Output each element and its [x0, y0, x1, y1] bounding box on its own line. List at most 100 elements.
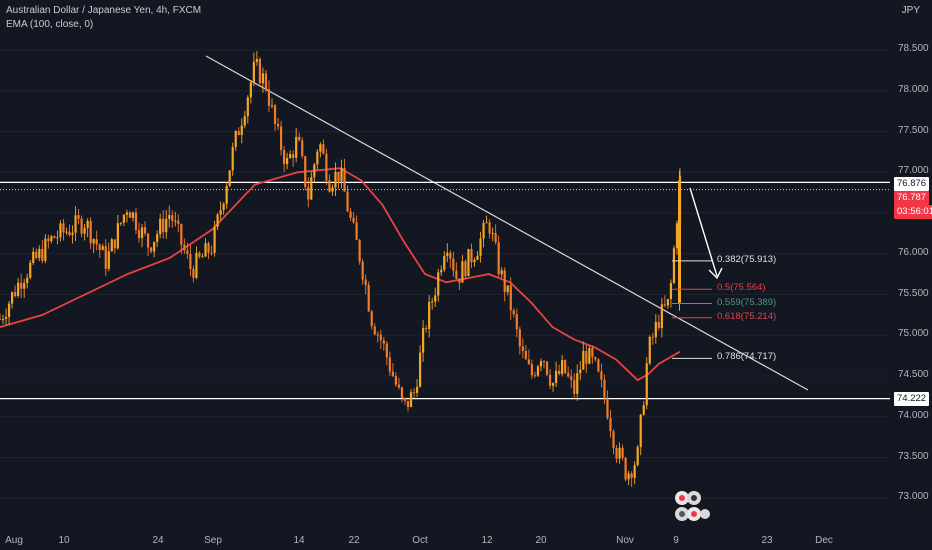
candle-body	[264, 73, 268, 90]
candle-body	[476, 255, 479, 260]
candle-body	[482, 222, 485, 239]
candle-body	[585, 351, 588, 364]
candle-body	[258, 59, 262, 84]
candle-body	[573, 379, 576, 394]
candle-body	[177, 220, 180, 225]
candle-body	[633, 465, 636, 478]
candle-body	[104, 246, 107, 269]
ema-line	[0, 167, 681, 382]
candle-body	[325, 153, 328, 181]
candle-body	[59, 223, 62, 238]
candle-body	[485, 222, 488, 224]
candle-body	[506, 285, 509, 293]
candle-body	[570, 376, 573, 380]
price-tick-label: 75.500	[898, 287, 929, 299]
candle-body	[50, 236, 53, 242]
candle-body	[140, 227, 144, 239]
candle-body	[62, 223, 65, 233]
resistance-price-tag: 76.876	[894, 177, 930, 191]
candle-body	[80, 218, 83, 234]
candle-body	[174, 220, 177, 222]
candle-body	[38, 248, 41, 258]
candle-body	[231, 147, 234, 171]
candle-body	[503, 270, 506, 293]
candle-body	[44, 238, 47, 261]
candle-body	[355, 222, 358, 241]
candle-body	[20, 282, 23, 289]
candle-body	[675, 223, 679, 249]
candle-body	[651, 336, 654, 338]
candle-body	[331, 187, 334, 192]
candle-body	[536, 366, 540, 376]
indicator-label[interactable]: EMA (100, close, 0)	[6, 19, 94, 30]
candle-body	[0, 318, 2, 320]
candle-body	[198, 252, 201, 257]
candle-body	[624, 457, 627, 480]
candle-body	[41, 248, 44, 261]
candle-body	[252, 61, 255, 83]
last-price-tag: 76.787	[894, 191, 930, 205]
candle-body	[379, 334, 382, 341]
fib-level-label: 0.786(74.717)	[717, 351, 777, 363]
time-tick-label: Aug	[5, 535, 23, 546]
price-tick-label: 77.000	[898, 165, 929, 177]
candles	[0, 51, 682, 488]
candle-body	[588, 348, 591, 364]
candle-body	[340, 167, 343, 182]
time-tick-label: 10	[58, 535, 70, 546]
candle-body	[292, 154, 295, 158]
candle-body	[74, 215, 77, 233]
candle-body	[156, 234, 159, 242]
candle-body	[458, 278, 461, 283]
candle-body	[14, 292, 17, 297]
arrow-head	[708, 267, 723, 280]
candle-body	[334, 171, 337, 188]
price-tick-label: 74.000	[898, 409, 929, 421]
candle-body	[530, 364, 534, 376]
candle-body	[53, 236, 56, 238]
candle-body	[289, 154, 292, 159]
candle-body	[47, 238, 50, 242]
candle-body	[276, 123, 280, 127]
candle-body	[615, 448, 618, 459]
candle-body	[68, 231, 71, 236]
candle-body	[119, 222, 122, 224]
candle-body	[267, 89, 271, 106]
candle-body	[533, 375, 537, 377]
candle-body	[497, 242, 500, 275]
candle-body	[4, 316, 8, 319]
candle-body	[558, 370, 561, 374]
candle-body	[207, 243, 210, 253]
candle-body	[373, 326, 376, 335]
candle-body	[666, 299, 670, 306]
event-badges-icon[interactable]	[672, 488, 712, 524]
candle-body	[183, 244, 186, 251]
projection-arrow	[689, 187, 723, 280]
candle-body	[418, 352, 422, 387]
price-tick-label: 74.500	[898, 369, 929, 380]
candle-body	[234, 131, 237, 148]
candle-body	[29, 262, 32, 278]
candle-body	[425, 328, 428, 330]
countdown-tag: 03:56:01	[894, 205, 932, 219]
candle-body	[660, 304, 663, 328]
candle-body	[470, 249, 473, 263]
time-tick-label: 12	[481, 535, 493, 546]
time-tick-label: Nov	[616, 535, 634, 546]
candle-body	[116, 223, 119, 249]
candle-body	[479, 238, 482, 256]
candle-body	[636, 447, 639, 466]
fib-level-label: 0.5(75.564)	[717, 282, 766, 294]
price-tick-label: 73.000	[898, 491, 929, 503]
candle-body	[131, 212, 135, 218]
candle-body	[243, 116, 246, 126]
currency-label: JPY	[901, 5, 920, 16]
candle-body	[403, 397, 407, 401]
candle-body	[7, 303, 11, 317]
candle-body	[128, 212, 132, 218]
candle-body	[137, 230, 141, 239]
candle-body	[509, 285, 512, 311]
candle-body	[446, 252, 449, 256]
candle-body	[273, 105, 277, 124]
